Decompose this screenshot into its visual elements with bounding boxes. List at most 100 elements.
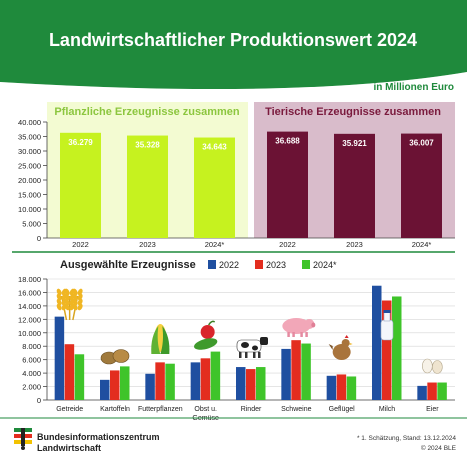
- top-y-tick-label: 35.000: [18, 133, 41, 142]
- corn-icon: [151, 324, 170, 354]
- plant-bar: [127, 135, 168, 238]
- unit-label: in Millionen Euro: [373, 82, 454, 93]
- plant-x-label: 2022: [72, 240, 89, 249]
- bottom-y-tick-label: 8.000: [22, 342, 41, 351]
- wheat-icon: [56, 288, 83, 321]
- bottom-chart-title: Ausgewählte Erzeugnisse: [60, 259, 196, 271]
- category-label: Schweine: [281, 406, 311, 413]
- ble-logo-icon: [14, 428, 32, 450]
- legend-label: 2023: [266, 260, 286, 270]
- plant-bars: 36.279 2022 35.328 2023 34.643 2024*: [60, 132, 235, 249]
- bar-2023-7: [382, 300, 392, 400]
- bottom-y-tick-label: 4.000: [22, 369, 41, 378]
- page-title: Landwirtschaftlicher Produktionswert 202…: [49, 30, 417, 50]
- legend-swatch: [302, 260, 310, 269]
- bar-2023-2: [155, 362, 165, 400]
- top-y-tick-label: 5.000: [22, 220, 41, 229]
- bottom-y-tick-label: 6.000: [22, 356, 41, 365]
- org-name-line2: Landwirtschaft: [37, 443, 101, 453]
- animal-bar: [401, 133, 442, 238]
- animal-x-label: 2022: [279, 240, 296, 249]
- bottom-y-tick-label: 18.000: [18, 275, 41, 284]
- category-label: Futterpflanzen: [138, 406, 183, 413]
- top-y-axis: 0 5.000 10.000 15.000 20.000 25.000 30.000 35.0…: [18, 118, 455, 243]
- bar-2024-4: [256, 367, 266, 400]
- header-banner: [0, 0, 467, 98]
- bar-2022-7: [372, 285, 382, 400]
- plant-bar: [60, 132, 101, 238]
- plant-panel-title: Pflanzliche Erzeugnisse zusammen: [54, 106, 240, 118]
- bar-2022-0: [54, 316, 65, 400]
- bottom-y-tick-label: 10.000: [18, 329, 41, 338]
- top-y-tick-label: 40.000: [18, 118, 41, 127]
- product-icons: [56, 288, 443, 374]
- bar-2022-4: [236, 367, 246, 400]
- category-label: Milch: [379, 406, 395, 413]
- bar-2024-2: [165, 363, 175, 400]
- plant-bar: [194, 137, 235, 238]
- animal-panel-title: Tierische Erzeugnisse zusammen: [265, 106, 441, 118]
- category-label: Getreide: [56, 406, 83, 413]
- legend-swatch: [208, 260, 216, 269]
- plant-value-label: 34.643: [202, 143, 227, 152]
- chicken-icon: [328, 335, 353, 360]
- bar-2022-5: [281, 348, 291, 400]
- bar-2024-3: [210, 351, 221, 400]
- bottom-y-tick-label: 14.000: [18, 302, 41, 311]
- category-label: Geflügel: [329, 406, 356, 413]
- legend-label: 2022: [219, 260, 239, 270]
- bar-2023-5: [291, 340, 301, 400]
- bar-2022-1: [100, 379, 110, 400]
- bar-2023-1: [110, 370, 120, 400]
- legend: 2022 2023 2024*: [208, 260, 337, 270]
- animal-bar: [334, 133, 375, 238]
- animal-value-label: 36.688: [275, 137, 300, 146]
- category-label: Rinder: [241, 406, 262, 413]
- bottom-bars: Getreide Kartoffeln Futterpflanzen Obst u. G…: [54, 285, 447, 422]
- plant-value-label: 35.328: [135, 141, 160, 150]
- top-y-tick-label: 25.000: [18, 162, 41, 171]
- plant-value-label: 36.279: [68, 138, 93, 147]
- bar-2022-2: [145, 373, 155, 400]
- bar-2023-0: [64, 344, 75, 400]
- footnote: * 1. Schätzung, Stand: 13.12.2024: [357, 435, 456, 442]
- bottom-y-tick-label: 12.000: [18, 315, 41, 324]
- animal-bars: 36.688 2022 35.921 2023 36.007 2024*: [267, 131, 442, 249]
- bar-2023-4: [246, 369, 256, 400]
- bar-2023-3: [200, 358, 211, 400]
- category-label: Eier: [426, 406, 439, 413]
- bar-2024-1: [120, 366, 130, 400]
- bottom-y-tick-label: 2.000: [22, 383, 41, 392]
- cow-icon: [236, 337, 268, 358]
- bar-2022-8: [417, 385, 427, 400]
- bar-2023-8: [427, 382, 437, 400]
- plant-x-label: 2024*: [205, 240, 225, 249]
- animal-bar: [267, 131, 308, 238]
- bar-2023-6: [336, 374, 347, 400]
- bar-2024-7: [392, 296, 402, 400]
- potatoes-icon: [100, 349, 130, 365]
- category-label: Obst u.: [194, 406, 217, 413]
- top-y-tick-label: 15.000: [18, 191, 41, 200]
- pig-icon: [282, 318, 316, 337]
- bottom-y-tick-label: 16.000: [18, 288, 41, 297]
- category-label: Kartoffeln: [100, 406, 130, 413]
- eggs-icon: [422, 358, 443, 374]
- top-y-tick-label: 0: [37, 234, 41, 243]
- bar-2022-6: [326, 375, 337, 400]
- plant-x-label: 2023: [139, 240, 156, 249]
- copyright: © 2024 BLE: [421, 444, 457, 452]
- bar-2024-6: [346, 376, 357, 400]
- animal-value-label: 35.921: [342, 139, 367, 148]
- milk-bottle-icon: [380, 310, 394, 341]
- bar-2024-0: [74, 354, 85, 400]
- animal-x-label: 2024*: [412, 240, 432, 249]
- top-y-tick-label: 20.000: [18, 176, 41, 185]
- animal-x-label: 2023: [346, 240, 363, 249]
- bottom-y-tick-label: 0: [37, 396, 41, 405]
- top-y-tick-label: 10.000: [18, 205, 41, 214]
- top-y-tick-label: 30.000: [18, 147, 41, 156]
- bar-2022-3: [190, 362, 201, 400]
- animal-value-label: 36.007: [409, 139, 434, 148]
